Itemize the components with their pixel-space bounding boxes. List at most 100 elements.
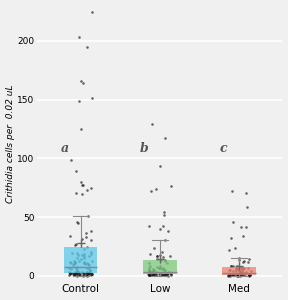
- Point: [239, 272, 244, 277]
- Point: [237, 272, 242, 276]
- Point: [75, 264, 79, 269]
- Point: [151, 269, 156, 274]
- Point: [68, 270, 73, 275]
- Point: [167, 270, 172, 275]
- Point: [68, 234, 72, 239]
- Point: [233, 266, 238, 270]
- Point: [87, 271, 91, 276]
- Point: [85, 272, 90, 276]
- Point: [231, 220, 236, 225]
- Text: c: c: [219, 142, 227, 155]
- Point: [164, 261, 169, 266]
- Point: [81, 273, 86, 278]
- Point: [231, 272, 235, 277]
- Point: [151, 273, 156, 278]
- Point: [78, 272, 82, 277]
- Point: [247, 257, 251, 262]
- Point: [85, 266, 90, 271]
- PathPatch shape: [222, 267, 255, 274]
- Point: [238, 270, 243, 275]
- Point: [162, 136, 167, 141]
- Point: [226, 272, 231, 277]
- PathPatch shape: [64, 247, 97, 273]
- Point: [241, 272, 245, 276]
- Point: [88, 228, 93, 233]
- Point: [71, 271, 76, 276]
- Point: [238, 269, 242, 274]
- Point: [84, 273, 89, 278]
- Point: [162, 273, 166, 278]
- Point: [162, 212, 166, 217]
- Point: [89, 270, 93, 275]
- Point: [75, 221, 80, 226]
- Point: [241, 233, 245, 238]
- Point: [86, 271, 91, 276]
- Point: [67, 272, 72, 277]
- Point: [148, 268, 153, 273]
- Point: [236, 267, 241, 272]
- Point: [152, 271, 156, 276]
- Point: [239, 225, 244, 230]
- Point: [67, 266, 72, 270]
- Point: [247, 271, 251, 276]
- Point: [237, 273, 242, 278]
- Point: [246, 266, 250, 271]
- Point: [165, 272, 169, 276]
- Point: [89, 272, 93, 277]
- Point: [75, 269, 79, 274]
- Point: [81, 252, 86, 257]
- Point: [238, 271, 242, 276]
- Point: [89, 96, 94, 100]
- Point: [160, 224, 165, 229]
- Point: [68, 157, 73, 162]
- Point: [167, 270, 172, 274]
- Point: [146, 272, 151, 277]
- Point: [67, 272, 72, 276]
- Point: [84, 271, 88, 276]
- Point: [148, 270, 153, 275]
- Point: [90, 272, 95, 277]
- Point: [147, 272, 151, 276]
- Point: [77, 98, 81, 103]
- Point: [147, 272, 152, 277]
- Point: [86, 262, 90, 266]
- Point: [77, 270, 82, 274]
- Point: [162, 210, 166, 214]
- Point: [82, 260, 87, 264]
- Point: [155, 265, 159, 270]
- Point: [236, 269, 241, 274]
- Point: [76, 258, 81, 263]
- Point: [80, 183, 85, 188]
- Point: [85, 273, 90, 278]
- Point: [158, 164, 162, 169]
- Point: [241, 267, 245, 272]
- Point: [68, 271, 72, 275]
- Point: [85, 270, 90, 275]
- Point: [244, 190, 249, 195]
- Point: [151, 272, 155, 276]
- Point: [154, 270, 158, 275]
- Point: [84, 273, 88, 278]
- Point: [151, 269, 156, 274]
- Point: [69, 261, 73, 266]
- Point: [147, 272, 152, 277]
- Point: [236, 256, 241, 260]
- Point: [89, 185, 93, 190]
- Point: [151, 268, 156, 272]
- Point: [162, 272, 167, 277]
- Point: [233, 269, 238, 274]
- Point: [161, 268, 166, 273]
- Point: [244, 205, 249, 209]
- Point: [85, 260, 90, 265]
- Point: [160, 267, 164, 272]
- Point: [81, 256, 86, 260]
- Point: [154, 273, 158, 278]
- Point: [165, 272, 169, 276]
- Point: [76, 273, 80, 278]
- Point: [71, 262, 76, 267]
- Point: [90, 259, 94, 263]
- Point: [163, 272, 167, 277]
- Point: [73, 270, 77, 275]
- Point: [73, 271, 78, 275]
- Point: [74, 266, 79, 271]
